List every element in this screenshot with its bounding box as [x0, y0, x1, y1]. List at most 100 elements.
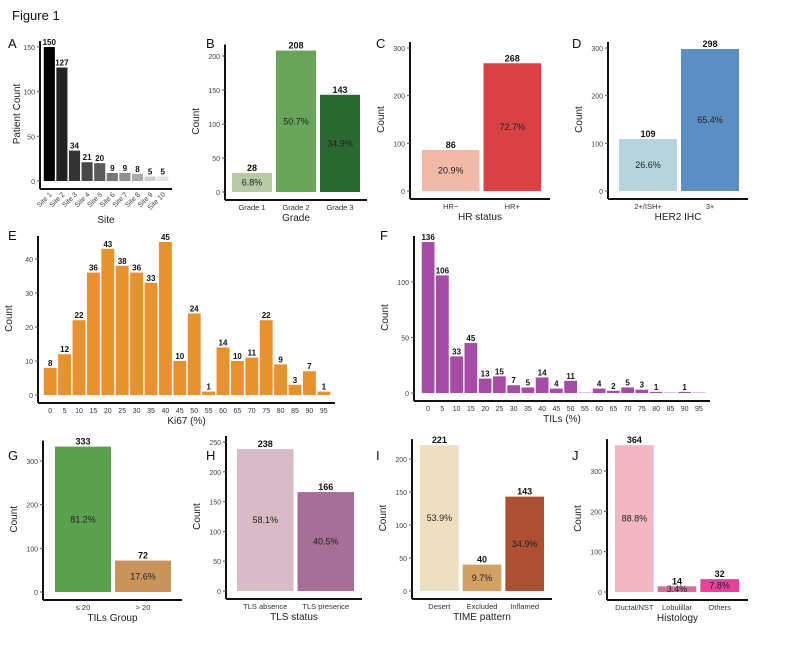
y-tick-label: 0: [217, 589, 221, 596]
y-axis-title: Count: [192, 503, 203, 530]
x-tick-label: 95: [320, 408, 328, 415]
bar-value-label: 33: [147, 274, 156, 283]
figure-title: Figure 1: [12, 8, 60, 23]
y-tick-label: 250: [209, 440, 221, 447]
bar: [535, 377, 549, 393]
x-axis-title: HR status: [458, 212, 502, 223]
panel-label-e: E: [8, 228, 17, 243]
y-tick-label: 50: [212, 156, 220, 163]
bar: [101, 248, 115, 395]
bar-percent-label: 6.8%: [242, 177, 263, 187]
bar: [505, 496, 544, 591]
bar: [420, 445, 459, 591]
bar-value-label: 34: [70, 142, 79, 151]
y-tick-label: 100: [26, 546, 38, 553]
panel-e: E010203040Count8012522103615432038253630…: [4, 228, 335, 427]
bar-value-label: 10: [175, 352, 184, 361]
bar: [635, 389, 649, 393]
bar: [592, 388, 606, 393]
panel-c: C 0 100 200 300 Count 86 20.9% HR− 268 72.7% HR+HR …: [376, 36, 550, 223]
x-axis-title: Site: [97, 215, 115, 226]
bar: [619, 139, 677, 191]
bar: [681, 48, 739, 191]
x-tick-label: TLS absence: [243, 602, 287, 611]
bar: [58, 354, 72, 395]
bar: [297, 492, 354, 591]
x-tick-label: 5: [63, 408, 67, 415]
y-tick-label: 50: [399, 556, 407, 563]
x-tick-label: 95: [695, 406, 703, 413]
bar-value-label: 14: [672, 576, 682, 586]
bar: [202, 391, 216, 395]
bar-value-label: 8: [135, 165, 140, 174]
x-tick-label: 85: [291, 408, 299, 415]
bar: [94, 163, 106, 181]
x-tick-label: Grade 3: [326, 203, 353, 212]
bar: [43, 367, 57, 395]
y-axis-title: Count: [380, 304, 391, 331]
bar: [86, 272, 100, 395]
bar: [615, 445, 654, 592]
x-tick-label: 55: [205, 408, 213, 415]
y-tick-label: 100: [397, 280, 409, 287]
x-tick-label: 15: [467, 406, 475, 413]
bar-value-label: 24: [190, 304, 199, 313]
bar: [657, 586, 697, 592]
bar: [131, 173, 144, 181]
x-tick-label: 75: [638, 406, 646, 413]
bar: [81, 162, 93, 181]
bar-value-label: 4: [554, 380, 559, 389]
bar-percent-label: 3.4%: [667, 584, 688, 594]
bar-value-label: 1: [682, 383, 687, 392]
y-tick-label: 30: [25, 291, 33, 298]
bar-value-label: 9: [278, 355, 283, 364]
bar: [43, 47, 55, 181]
bar-percent-label: 20.9%: [438, 166, 464, 176]
bar: [158, 242, 172, 395]
bar-value-label: 38: [118, 257, 127, 266]
bar: [493, 376, 506, 393]
bar-value-label: 143: [332, 85, 347, 95]
y-axis-title: Patient Count: [12, 83, 23, 144]
x-axis-title: TILs (%): [543, 414, 581, 425]
bar-value-label: 298: [702, 39, 717, 49]
x-axis-title: Grade: [282, 213, 310, 224]
y-tick-label: 200: [590, 509, 602, 516]
x-tick-label: 65: [609, 406, 617, 413]
bar-value-label: 20: [95, 154, 104, 163]
bar: [450, 356, 463, 393]
bar: [216, 347, 230, 395]
bar-value-label: 86: [446, 140, 456, 150]
x-tick-label: 85: [666, 406, 674, 413]
panel-f: F050100Count1360106533104515132015257305…: [380, 228, 710, 425]
x-axis-title: Histology: [657, 613, 698, 624]
x-tick-label: 2+/ISH+: [634, 202, 662, 211]
bar: [564, 380, 577, 393]
bar-value-label: 14: [538, 368, 547, 377]
bar: [607, 390, 620, 393]
y-tick-label: 100: [395, 523, 407, 530]
bar: [144, 282, 158, 395]
bar: [421, 242, 435, 393]
bar-percent-label: 34.9%: [327, 138, 353, 148]
bar-value-label: 21: [83, 153, 92, 162]
x-axis-title: TIME pattern: [453, 612, 511, 623]
bar-value-label: 10: [233, 352, 242, 361]
x-tick-label: 5: [440, 406, 444, 413]
y-tick-label: 40: [25, 257, 33, 264]
bar: [56, 67, 68, 181]
x-tick-label: Grade 2: [282, 203, 309, 212]
bar-value-label: 28: [247, 163, 257, 173]
panel-label-g: G: [8, 448, 18, 463]
bar-value-label: 221: [432, 435, 447, 445]
bar: [173, 361, 187, 395]
bar-percent-label: 40.5%: [313, 537, 339, 547]
panel-b: B 0 50 100 150 200 Count 28 6.8% Grade 1 208 50.7% G…: [191, 36, 367, 224]
x-tick-label: 60: [595, 406, 603, 413]
x-tick-label: HR−: [443, 202, 459, 211]
y-tick-label: 0: [405, 391, 409, 398]
bar-value-label: 4: [597, 380, 602, 389]
y-tick-label: 50: [401, 336, 409, 343]
